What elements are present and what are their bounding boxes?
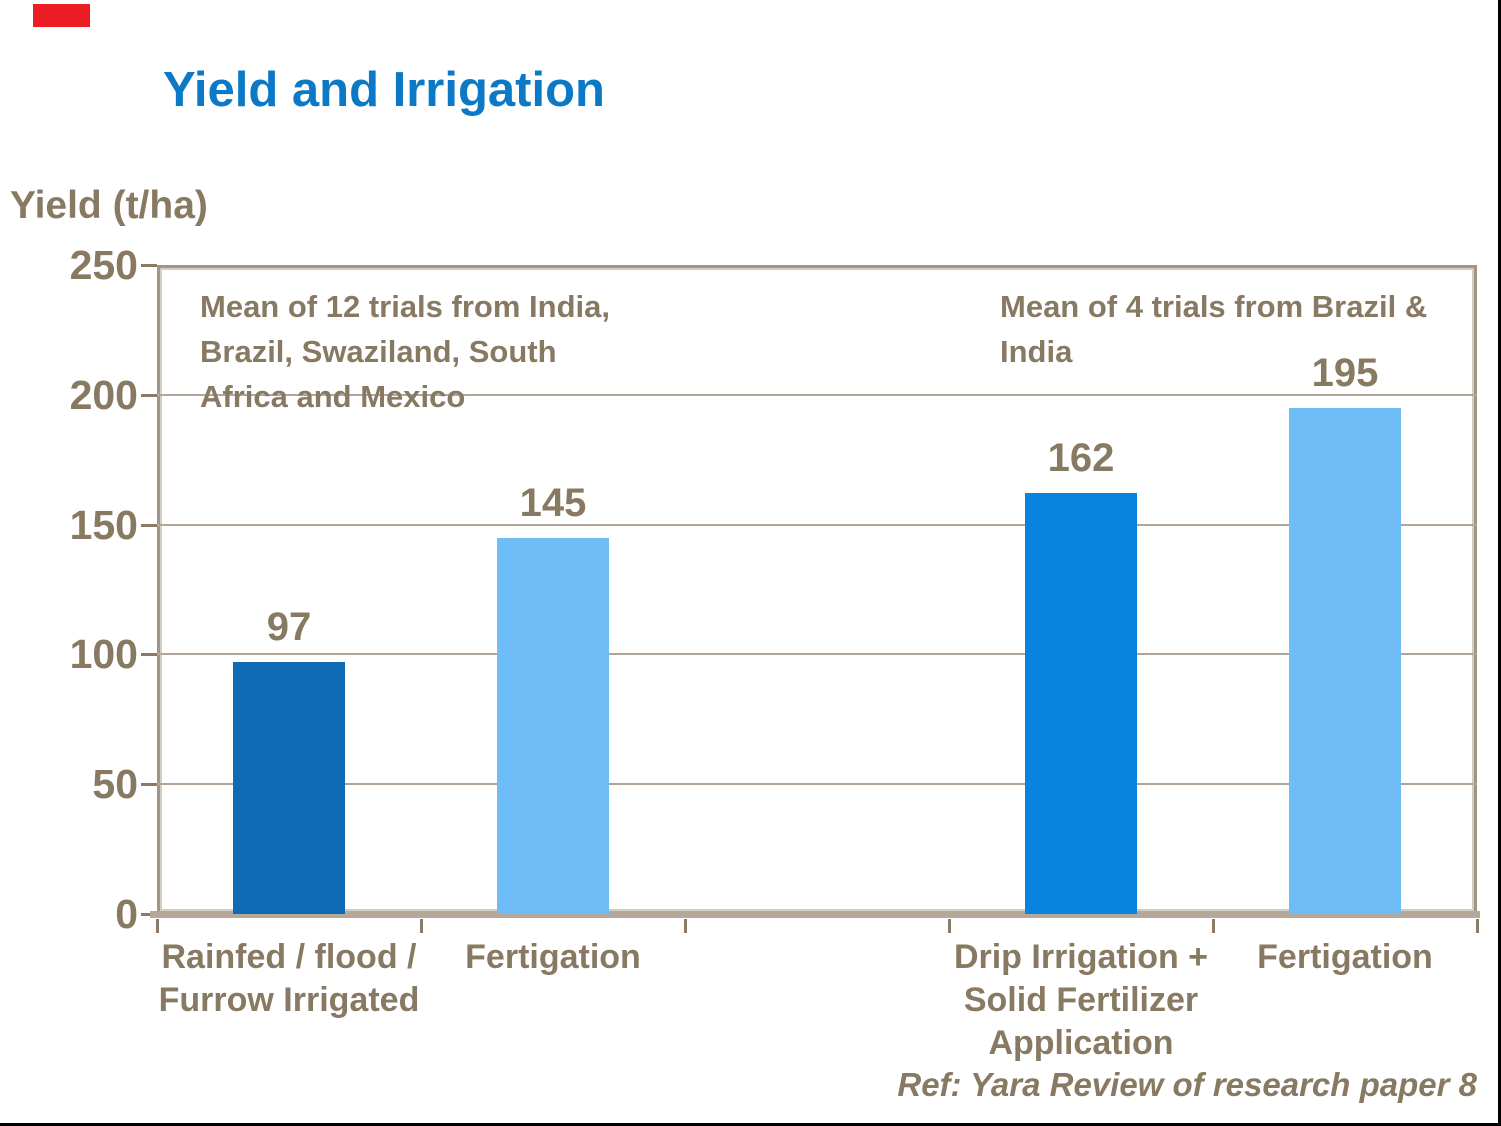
annotation-1: Mean of 12 trials from India, Brazil, Sw… [200, 289, 610, 414]
y-tick-100 [141, 653, 157, 657]
y-tick-label-250: 250 [69, 242, 138, 288]
bar-4 [1289, 407, 1401, 914]
x-axis-line [150, 911, 1480, 918]
y-tick-150 [141, 523, 157, 527]
x-category-label-1: Rainfed / flood / Furrow Irrigated [158, 938, 420, 1019]
gridline-50 [157, 783, 1477, 786]
bar-3 [1025, 493, 1137, 914]
y-tick-0 [141, 913, 157, 916]
x-category-label-3: Drip Irrigation + Solid Fertilizer Appli… [953, 938, 1209, 1062]
x-tick-5 [1476, 919, 1479, 933]
y-tick-label-50: 50 [92, 761, 138, 808]
plot-area [157, 265, 1477, 914]
y-axis-unit-label: Yield (t/ha) [10, 184, 208, 227]
bar-value-label-3: 162 [1047, 436, 1115, 481]
bar-2 [497, 537, 609, 914]
y-tick-label-100: 100 [69, 631, 138, 678]
y-tick-50 [141, 783, 157, 787]
reference-note: Ref: Yara Review of research paper 8 [897, 1066, 1477, 1103]
bar-value-label-1: 97 [266, 605, 312, 650]
gridline-200 [157, 393, 1477, 396]
chart-title: Yield and Irrigation [163, 63, 605, 117]
bar-value-label-2: 145 [519, 480, 587, 525]
x-tick-2 [684, 919, 687, 933]
y-tick-250 [141, 264, 157, 267]
x-tick-3 [948, 919, 951, 933]
bar-1 [233, 662, 345, 914]
y-tick-label-0: 0 [115, 891, 138, 937]
gridline-100 [157, 653, 1477, 656]
annotation-2: Mean of 4 trials from Brazil & India [1000, 289, 1428, 369]
x-tick-0 [156, 919, 159, 933]
y-tick-label-150: 150 [69, 501, 138, 548]
x-category-label-2: Fertigation [465, 938, 641, 976]
y-tick-200 [141, 393, 157, 397]
bar-value-label-4: 195 [1311, 350, 1379, 395]
x-tick-4 [1212, 919, 1215, 933]
x-tick-1 [420, 919, 423, 933]
y-tick-label-200: 200 [69, 371, 138, 418]
gridline-150 [157, 523, 1477, 526]
x-category-label-4: Fertigation [1257, 938, 1433, 976]
red-marker [33, 4, 90, 27]
